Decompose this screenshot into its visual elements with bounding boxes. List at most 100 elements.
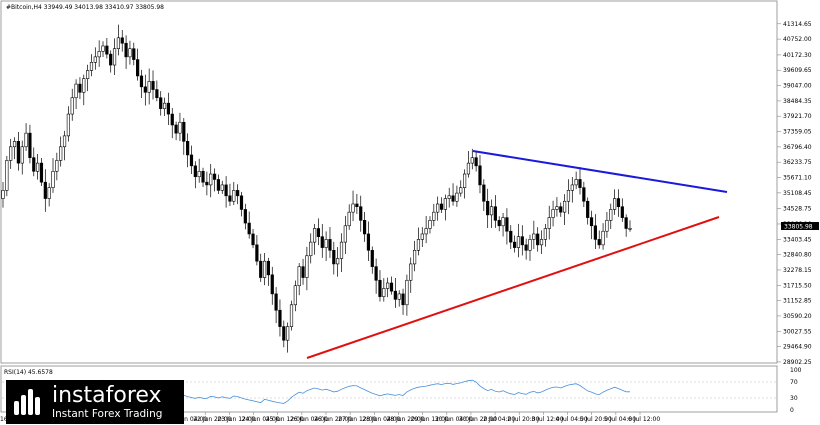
watermark-tagline: Instant Forex Trading bbox=[52, 407, 163, 420]
rsi-label: RSI(14) 45.6578 bbox=[4, 369, 53, 376]
price-tick-label: 41314.65 bbox=[783, 21, 812, 28]
time-tick-label: 3 Jul 12:00 bbox=[531, 416, 563, 423]
candle-body bbox=[539, 239, 544, 246]
candle-body bbox=[97, 51, 101, 58]
candle-body bbox=[324, 239, 328, 248]
candle-body bbox=[543, 228, 547, 240]
candle-body bbox=[386, 282, 390, 289]
candle-body bbox=[351, 203, 355, 213]
candle-body bbox=[459, 187, 463, 194]
candle-body bbox=[205, 181, 209, 186]
resistance-trend-line[interactable] bbox=[472, 150, 728, 193]
candle-body bbox=[59, 146, 63, 161]
time-tick-label: 4 Jul 04:00 bbox=[556, 416, 588, 423]
candle-body bbox=[120, 37, 124, 44]
candle-body bbox=[232, 190, 236, 202]
price-tick-label: 36796.40 bbox=[783, 144, 812, 151]
candle-body bbox=[309, 241, 313, 257]
candle-body bbox=[243, 209, 247, 224]
candle-body bbox=[613, 198, 617, 210]
candle-body bbox=[86, 70, 90, 79]
candle-body bbox=[193, 165, 197, 178]
candle-body bbox=[593, 225, 597, 240]
time-tick-label: 27 Jun 12:00 bbox=[338, 416, 376, 423]
candle-body bbox=[186, 141, 190, 156]
instrument-label: #Bitcoin,H4 33949.49 34013.98 33410.97 3… bbox=[6, 4, 164, 11]
candle-body bbox=[155, 89, 159, 99]
candle-body bbox=[620, 206, 624, 218]
time-tick-label: 2 Jul 20:00 bbox=[507, 416, 539, 423]
candle-body bbox=[66, 113, 70, 137]
candle-body bbox=[266, 260, 271, 276]
candle-body bbox=[62, 135, 67, 148]
candle-body bbox=[32, 157, 36, 172]
time-tick-label: 24 Jun 04:00 bbox=[242, 416, 280, 423]
candle-body bbox=[12, 141, 17, 148]
watermark-brand: instaforex bbox=[52, 382, 162, 408]
candle-body bbox=[482, 184, 486, 202]
time-tick-label: 26 Jun 20:00 bbox=[314, 416, 352, 423]
candle-body bbox=[489, 206, 494, 216]
price-tick-label: 32840.80 bbox=[783, 252, 812, 259]
candle-body bbox=[43, 181, 47, 199]
candle-body bbox=[78, 83, 82, 93]
candle-body bbox=[182, 121, 186, 142]
trend-lines bbox=[306, 150, 728, 359]
candle-body bbox=[93, 56, 97, 63]
price-tick-label: 37359.05 bbox=[783, 129, 812, 136]
price-tick-label: 30027.55 bbox=[783, 328, 812, 335]
candle-body bbox=[439, 203, 444, 210]
candle-body bbox=[239, 195, 244, 210]
candle-body bbox=[109, 53, 113, 66]
candle-body bbox=[397, 293, 401, 300]
candle-body bbox=[212, 173, 217, 180]
candle-body bbox=[197, 170, 201, 178]
candle-body bbox=[116, 37, 120, 49]
candle-body bbox=[328, 239, 332, 251]
price-tick-label: 32278.15 bbox=[783, 267, 812, 274]
candle-body bbox=[136, 59, 140, 77]
candle-body bbox=[55, 160, 59, 172]
price-tick-label: 29464.90 bbox=[783, 344, 812, 351]
candle-body bbox=[424, 228, 428, 235]
candle-body bbox=[566, 190, 571, 202]
candle-body bbox=[105, 45, 109, 55]
candle-body bbox=[370, 249, 374, 267]
rsi-level-label: 0 bbox=[790, 407, 794, 414]
support-trend-line[interactable] bbox=[306, 216, 720, 359]
candle-body bbox=[416, 239, 421, 251]
rsi-level-label: 100 bbox=[790, 367, 802, 374]
candle-body bbox=[432, 211, 436, 221]
candle-body bbox=[262, 260, 267, 278]
time-tick-label: 26 Jun 04:00 bbox=[290, 416, 328, 423]
candle-body bbox=[297, 266, 301, 287]
time-tick-label: 6 Jul 12:00 bbox=[628, 416, 660, 423]
candle-body bbox=[497, 220, 501, 227]
candle-body bbox=[436, 203, 440, 213]
candle-body bbox=[478, 165, 482, 186]
candle-body bbox=[274, 293, 278, 311]
candle-body bbox=[505, 217, 509, 232]
candle-body bbox=[112, 48, 117, 66]
candle-body bbox=[151, 81, 155, 90]
price-axis: 41314.65 40752.00 40172.30 39609.65 39047.00… bbox=[777, 21, 812, 366]
candle-body bbox=[89, 62, 94, 71]
rsi-level-label: 70 bbox=[790, 379, 798, 386]
candle-body bbox=[9, 146, 13, 161]
candle-body bbox=[339, 241, 344, 259]
candle-body bbox=[609, 209, 613, 221]
candle-body bbox=[166, 102, 171, 115]
candle-body bbox=[39, 162, 44, 183]
candle-body bbox=[624, 217, 628, 229]
candle-body bbox=[393, 290, 397, 300]
candle-body bbox=[143, 86, 147, 93]
candle-body bbox=[601, 230, 605, 246]
candle-body bbox=[236, 190, 240, 197]
time-tick-label: 29 Jun 12:00 bbox=[411, 416, 449, 423]
candle-body bbox=[216, 179, 221, 191]
price-tick-label: 40752.00 bbox=[783, 36, 812, 43]
current-price-box bbox=[781, 222, 819, 230]
candle-body bbox=[524, 244, 528, 251]
candle-body bbox=[74, 83, 78, 99]
